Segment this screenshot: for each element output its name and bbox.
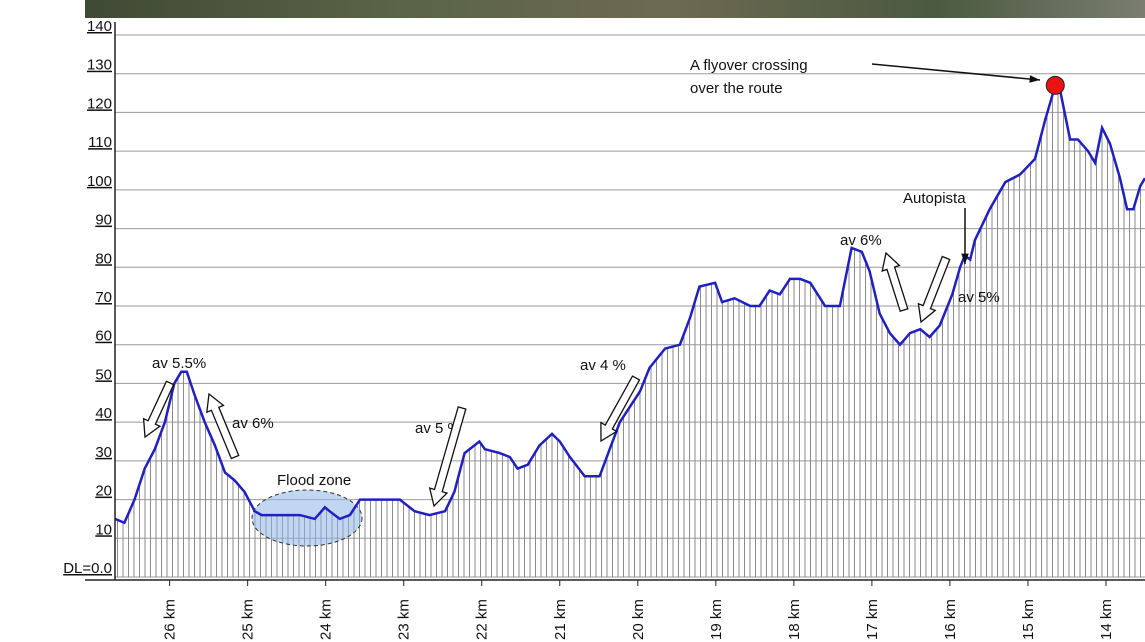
x-tick-label: 23 km: [396, 599, 413, 640]
x-tick-label: 18 km: [786, 599, 803, 640]
x-tick-label: 15 km: [1020, 599, 1037, 640]
slope-arrow: [142, 380, 175, 439]
y-tick-label: 20: [95, 483, 112, 500]
y-tick-label: 110: [88, 134, 112, 151]
annotation: Flood zone: [277, 472, 351, 489]
y-tick-label: 100: [87, 173, 112, 190]
y-tick-label: 90: [95, 212, 112, 229]
annotation: av 4 %: [580, 357, 626, 374]
y-tick-label: 30: [95, 444, 112, 461]
elevation-area: [115, 85, 1145, 578]
x-tick-label: 19 km: [708, 599, 725, 640]
y-tick-label: 120: [87, 95, 112, 112]
y-tick-label: 60: [95, 328, 112, 345]
slope-arrow: [206, 392, 240, 460]
y-tick-label: 80: [95, 250, 112, 267]
annotation: over the route: [690, 80, 783, 97]
annotation: av 5.5%: [152, 355, 206, 372]
annotation: av 6%: [232, 415, 274, 432]
annotation: A flyover crossing: [690, 57, 808, 74]
x-tick-label: 14 km: [1098, 599, 1115, 640]
slope-arrow: [881, 251, 909, 313]
x-tick-label: 24 km: [318, 599, 335, 640]
x-tick-label: 25 km: [240, 599, 257, 640]
x-tick-label: 16 km: [942, 599, 959, 640]
annotation: av 5%: [958, 289, 1000, 306]
y-tick-label: 40: [95, 405, 112, 422]
y-tick-label: DL=0.0: [63, 560, 112, 577]
slope-arrow: [428, 406, 467, 508]
y-tick-label: 140: [87, 18, 112, 35]
peak-marker: [1045, 75, 1065, 95]
x-tick-label: 22 km: [474, 599, 491, 640]
slope-arrow: [600, 375, 641, 443]
arrow-head: [961, 253, 969, 264]
arrow-line: [871, 63, 1041, 81]
elevation-line: [114, 83, 1145, 525]
photo-strip: [85, 0, 1145, 18]
arrow-head: [1029, 75, 1040, 83]
y-tick-label: 70: [95, 289, 112, 306]
slope-arrow: [917, 255, 951, 324]
y-tick-label: 130: [87, 57, 112, 74]
annotation: Autopista: [903, 190, 966, 207]
annotation: av 6%: [840, 232, 882, 249]
x-tick-label: 17 km: [864, 599, 881, 640]
annotation: av 5 %: [415, 420, 461, 437]
x-tick-label: 21 km: [552, 599, 569, 640]
y-tick-label: 50: [95, 366, 112, 383]
y-tick-label: 10: [95, 521, 112, 538]
x-tick-label: 26 km: [162, 599, 179, 640]
x-tick-label: 20 km: [630, 599, 647, 640]
